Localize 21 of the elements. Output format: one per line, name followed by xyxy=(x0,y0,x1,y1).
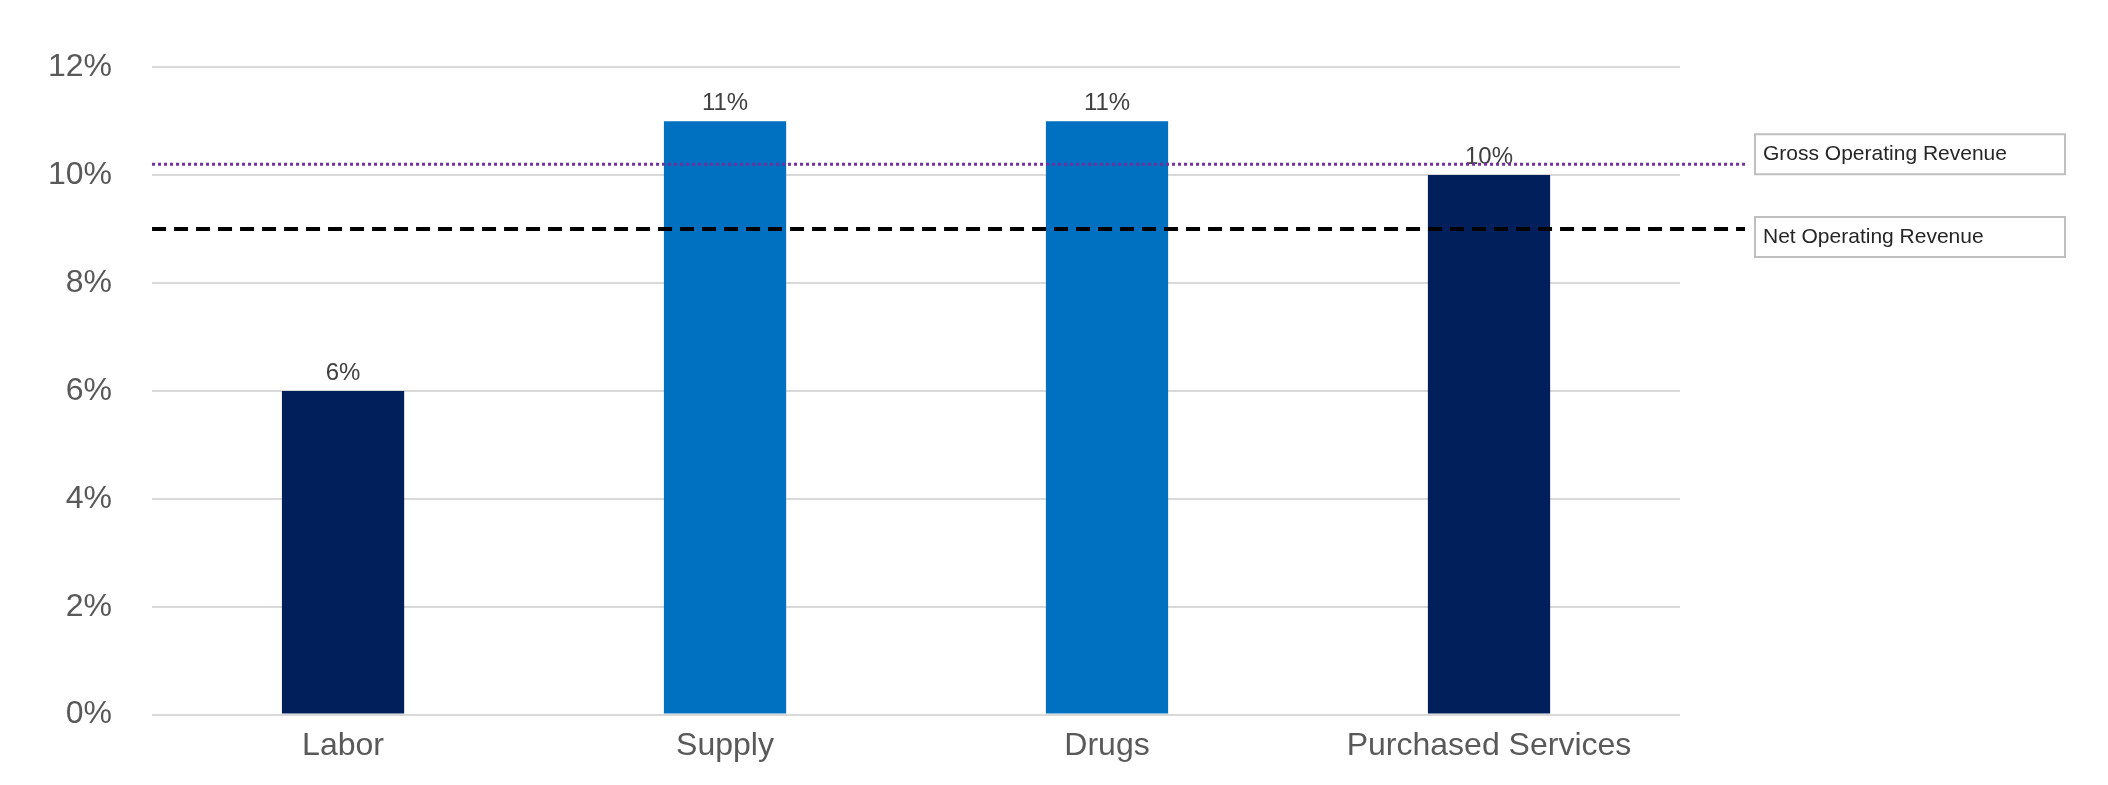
y-tick-label: 4% xyxy=(65,478,113,515)
bar xyxy=(1045,121,1169,714)
y-tick-label: 0% xyxy=(65,694,113,731)
x-tick-label: Supply xyxy=(676,725,774,762)
bar xyxy=(1427,175,1551,714)
y-tick-label: 12% xyxy=(48,47,113,84)
data-label: 11% xyxy=(1083,87,1131,115)
y-tick-label: 8% xyxy=(65,262,113,299)
ref-line-label: Net Operating Revenue xyxy=(1763,223,1984,247)
x-tick-label: Labor xyxy=(302,725,385,762)
y-tick-label: 6% xyxy=(65,370,113,407)
data-label: 10% xyxy=(1464,141,1514,169)
ref-line-label: Gross Operating Revenue xyxy=(1763,141,2007,165)
data-label: 11% xyxy=(701,87,749,115)
y-tick-label: 2% xyxy=(65,586,113,623)
x-tick-label: Drugs xyxy=(1064,725,1150,762)
bar xyxy=(663,121,787,714)
x-tick-label: Purchased Services xyxy=(1346,725,1632,762)
data-label: 6% xyxy=(325,357,361,385)
y-tick-label: 10% xyxy=(48,154,113,191)
bar xyxy=(281,390,405,714)
